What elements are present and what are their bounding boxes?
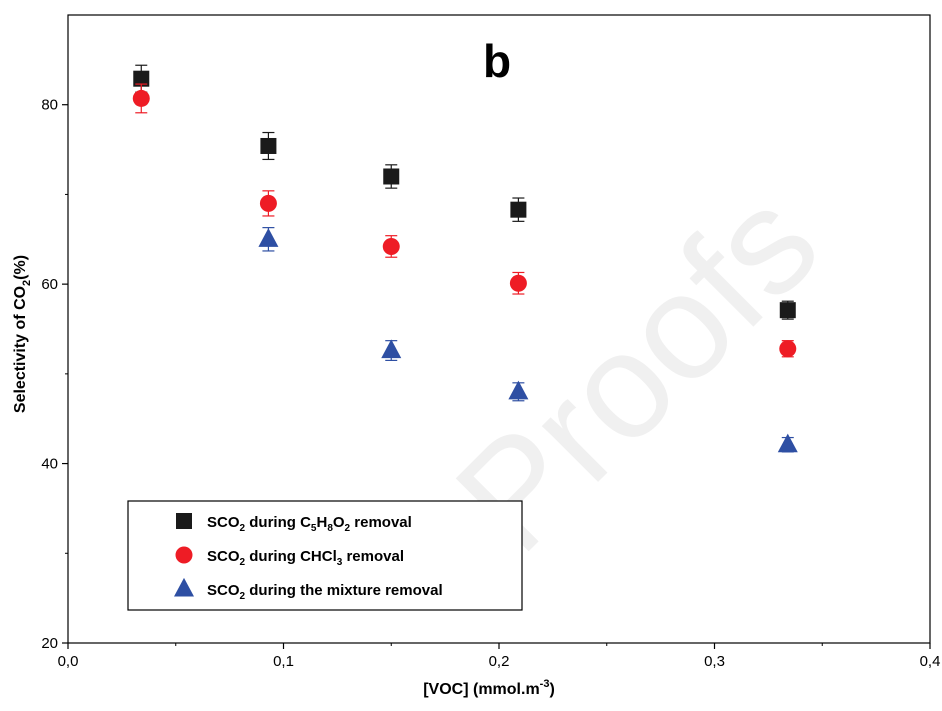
data-point-triangle (381, 339, 402, 359)
data-point-square (260, 137, 277, 154)
data-point-circle (509, 274, 527, 292)
legend-label: SCO2 during C5H8O2 removal (207, 514, 412, 534)
x-axis-title: [VOC] (mmol.m-3) (423, 678, 555, 698)
data-point-circle (132, 89, 150, 107)
legend: SCO2 during C5H8O2 removal SCO2 during CH… (127, 500, 523, 611)
plot-area: 0,0 0,1 0,2 0,3 0,4 20 40 60 80 [VOC] (mmol.m-3) S… (12, 14, 941, 698)
data-point-square (133, 70, 150, 87)
series-triangle (258, 227, 798, 453)
y-tick-label: 80 (41, 97, 58, 114)
data-point-circle (259, 194, 277, 212)
data-point-square (779, 302, 796, 319)
legend-box (127, 500, 523, 611)
panel-label: b (483, 35, 511, 87)
data-point-square (510, 201, 527, 218)
legend-marker-triangle (174, 577, 194, 597)
series-circle (132, 83, 797, 358)
y-axis-title: Selectivity of CO2(%) (12, 255, 33, 413)
x-tick-label: 0,0 (58, 653, 79, 670)
legend-label: SCO2 during the mixture removal (207, 582, 443, 602)
legend-marker-square (176, 513, 192, 529)
y-tick-label: 20 (41, 635, 58, 652)
data-point-square (383, 168, 400, 185)
x-tick-label: 0,4 (920, 653, 941, 670)
data-point-triangle (258, 228, 279, 247)
y-tick-label: 60 (41, 276, 58, 293)
y-tick-label: 40 (41, 456, 58, 473)
x-tick-label: 0,3 (704, 653, 725, 670)
legend-label: SCO2 during CHCl3 removal (207, 548, 404, 568)
data-point-triangle (777, 433, 798, 453)
x-tick-label: 0,2 (489, 653, 510, 670)
data-point-circle (779, 340, 797, 358)
x-tick-label: 0,1 (273, 653, 294, 670)
data-point-triangle (508, 380, 529, 400)
legend-marker-circle (175, 546, 193, 564)
data-point-circle (382, 237, 400, 255)
